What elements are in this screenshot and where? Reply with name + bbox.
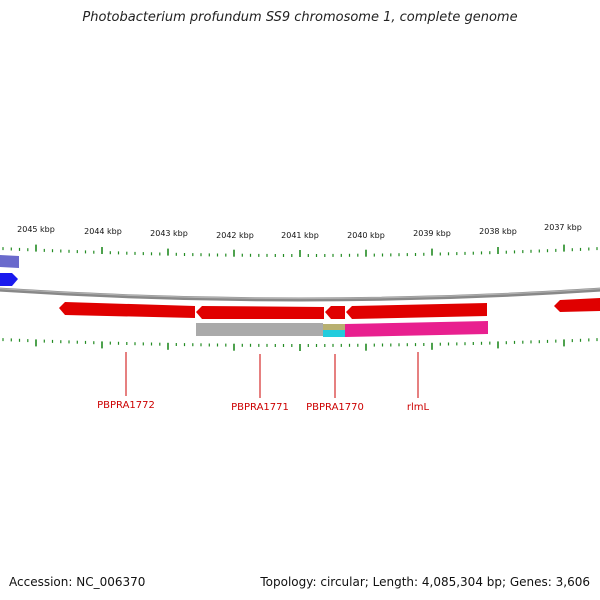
chromosome-backbone: [0, 287, 600, 302]
ruler-label: 2037 kbp: [544, 223, 582, 232]
ruler-label: 2044 kbp: [84, 227, 122, 236]
gene-feature-left-lower[interactable]: [0, 273, 18, 286]
gene-feature-pbpra1770[interactable]: [325, 306, 345, 319]
ruler-label: 2041 kbp: [281, 231, 319, 240]
gene-label-pbpra1772[interactable]: PBPRA1772: [97, 400, 155, 411]
ruler-label: 2045 kbp: [17, 225, 55, 234]
gene-feature-pbpra1772[interactable]: [59, 302, 195, 318]
orthology-block-rlml: [345, 321, 488, 337]
accession-text: Accession: NC_006370: [9, 575, 146, 589]
ruler-label: 2040 kbp: [347, 231, 385, 240]
gene-feature-left-upper[interactable]: [0, 255, 19, 268]
ruler-label: 2039 kbp: [413, 229, 451, 238]
gene-label-rlml[interactable]: rlmL: [407, 402, 430, 413]
ruler-labels: 2045 kbp 2044 kbp 2043 kbp 2042 kbp 2041 kbp…: [17, 223, 582, 240]
ruler-ticks-bottom: [2, 338, 598, 351]
page-title: Photobacterium profundum SS9 chromosome …: [82, 10, 518, 25]
orthology-block-pbpra1770-cyan: [323, 330, 345, 337]
ruler-label: 2043 kbp: [150, 229, 188, 238]
chromosome-backbone-highlight: [0, 288, 600, 300]
gene-feature-rlml[interactable]: [346, 303, 487, 319]
ruler-label: 2042 kbp: [216, 231, 254, 240]
ruler-label: 2038 kbp: [479, 227, 517, 236]
gene-feature-pbpra1771[interactable]: [196, 306, 324, 319]
gene-label-pbpra1771[interactable]: PBPRA1771: [231, 402, 289, 413]
orthology-block-pbpra1771: [196, 323, 323, 336]
orthology-block-pbpra1770-olive: [323, 324, 345, 330]
gene-label-pbpra1770[interactable]: PBPRA1770: [306, 402, 364, 413]
topology-text: Topology: circular; Length: 4,085,304 bp…: [260, 575, 590, 589]
gene-feature-right-edge[interactable]: [554, 298, 600, 312]
ruler-ticks-top: [2, 244, 598, 257]
